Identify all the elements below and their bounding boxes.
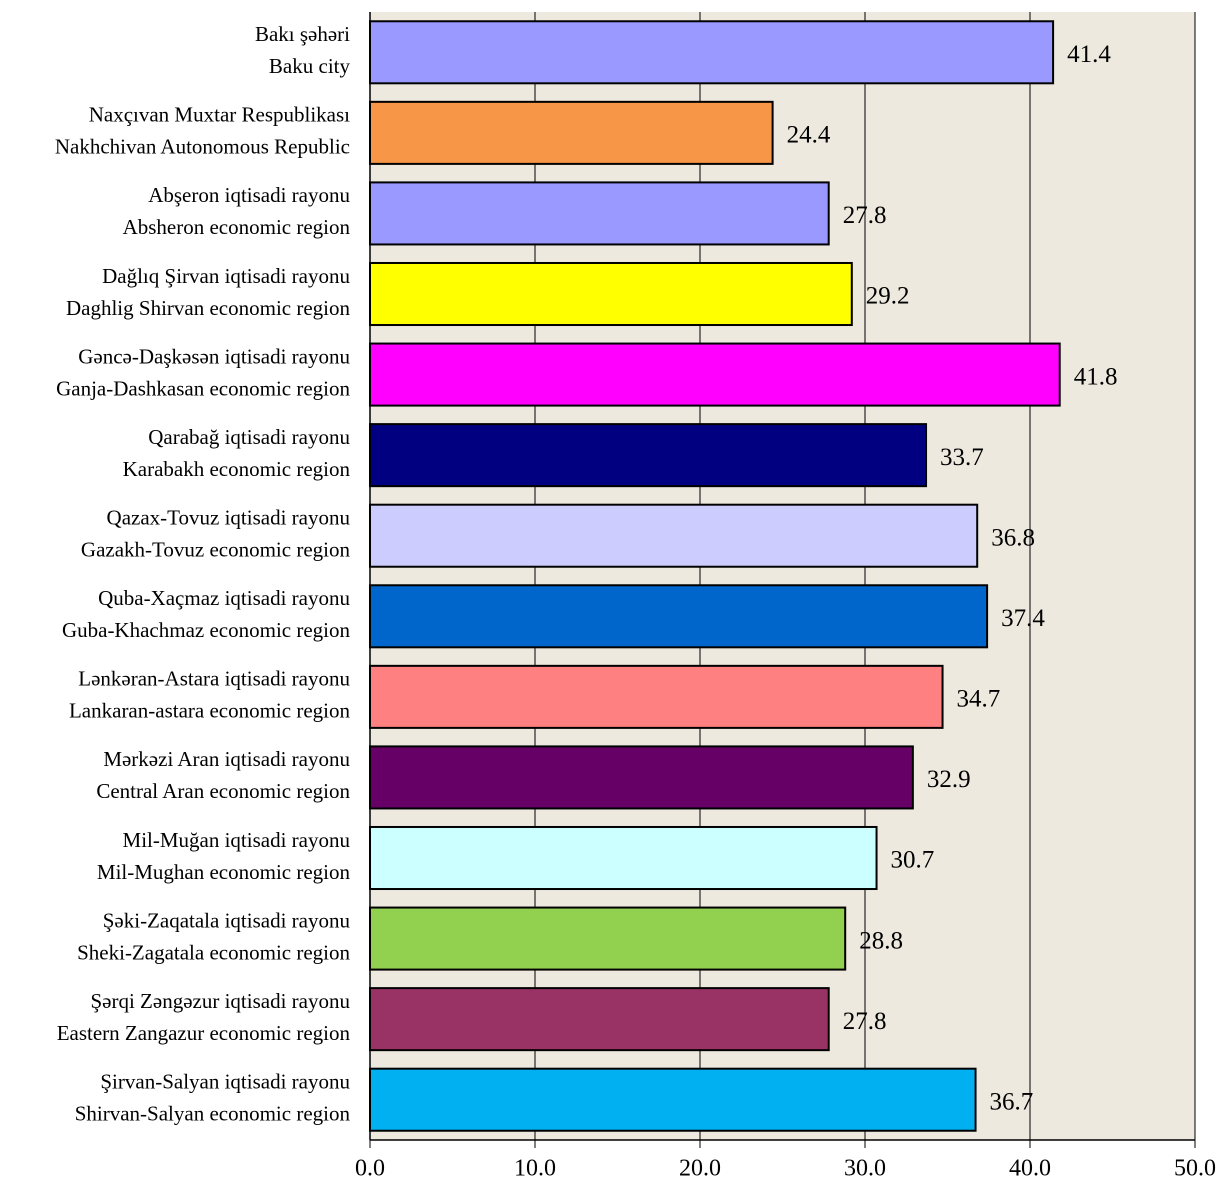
bar: [369, 906, 847, 971]
value-label: 41.4: [1067, 41, 1111, 68]
y-tick-label: Mil-Muğan iqtisadi rayonu: [123, 828, 351, 852]
y-tick-label: Karabakh economic region: [123, 457, 351, 481]
bar: [369, 745, 914, 810]
y-tick-label: Gəncə-Daşkəsən iqtisadi rayonu: [78, 344, 350, 368]
value-label: 37.4: [1001, 605, 1045, 632]
y-tick-label: Baku city: [269, 54, 351, 78]
y-tick-label: Daghlig Shirvan economic region: [66, 296, 351, 320]
x-tick-label: 0.0: [355, 1156, 385, 1182]
bar: [369, 584, 989, 649]
y-tick-label: Ganja-Dashkasan economic region: [56, 376, 350, 400]
value-label: 30.7: [891, 847, 935, 874]
value-label: 36.8: [991, 524, 1035, 551]
bar: [369, 181, 830, 246]
bar: [369, 423, 928, 488]
value-label: 24.4: [787, 122, 831, 149]
y-tick-label: Shirvan-Salyan economic region: [75, 1102, 351, 1126]
y-tick-label: Eastern Zangazur economic region: [57, 1021, 351, 1045]
bar: [369, 1067, 977, 1132]
value-label: 33.7: [940, 444, 984, 471]
y-tick-label: Şəki-Zaqatala iqtisadi rayonu: [103, 908, 351, 932]
bar: [369, 261, 853, 327]
value-label: 27.8: [843, 1008, 887, 1035]
y-tick-label: Central Aran economic region: [96, 779, 350, 803]
y-tick-label: Gazakh-Tovuz economic region: [81, 538, 351, 562]
x-tick-label: 50.0: [1174, 1156, 1216, 1182]
y-tick-label: Şərqi Zəngəzur iqtisadi rayonu: [90, 989, 350, 1013]
y-tick-label: Abşeron iqtisadi rayonu: [148, 183, 350, 207]
x-tick-label: 20.0: [679, 1156, 721, 1182]
value-label: 28.8: [859, 927, 903, 954]
y-tick-label: Qarabağ iqtisadi rayonu: [148, 425, 350, 449]
value-label: 32.9: [927, 766, 971, 793]
y-tick-label: Absheron economic region: [123, 215, 351, 239]
bar: [369, 503, 979, 568]
bar: [369, 20, 1055, 85]
y-tick-label: Sheki-Zagatala economic region: [77, 940, 350, 964]
y-tick-label: Mərkəzi Aran iqtisadi rayonu: [103, 747, 350, 771]
plot-area: [370, 12, 1195, 1140]
y-tick-label: Lankaran-astara economic region: [69, 699, 351, 723]
bar: [369, 342, 1061, 407]
bar: [369, 664, 944, 729]
x-tick-label: 10.0: [514, 1156, 556, 1182]
y-tick-label: Mil-Mughan economic region: [97, 860, 351, 884]
y-tick-label: Nakhchivan Autonomous Republic: [55, 135, 350, 159]
value-label: 36.7: [990, 1088, 1034, 1115]
bar: [369, 825, 878, 891]
bar: [369, 987, 830, 1052]
y-tick-label: Lənkəran-Astara iqtisadi rayonu: [78, 667, 350, 691]
y-tick-label: Naxçıvan Muxtar Respublikası: [89, 103, 350, 127]
bar: [369, 100, 774, 165]
value-label: 41.8: [1074, 363, 1118, 390]
y-tick-label: Quba-Xaçmaz iqtisadi rayonu: [98, 586, 350, 610]
x-tick-label: 40.0: [1009, 1156, 1051, 1182]
y-tick-label: Dağlıq Şirvan iqtisadi rayonu: [102, 264, 350, 288]
y-tick-label: Guba-Khachmaz economic region: [62, 618, 351, 642]
x-tick-label: 30.0: [844, 1156, 886, 1182]
y-tick-label: Şirvan-Salyan iqtisadi rayonu: [100, 1070, 350, 1094]
y-tick-label: Qazax-Tovuz iqtisadi rayonu: [107, 506, 351, 530]
value-label: 27.8: [843, 202, 887, 229]
y-tick-label: Bakı şəhəri: [255, 22, 350, 46]
value-label: 29.2: [866, 283, 910, 310]
value-label: 34.7: [957, 686, 1001, 713]
